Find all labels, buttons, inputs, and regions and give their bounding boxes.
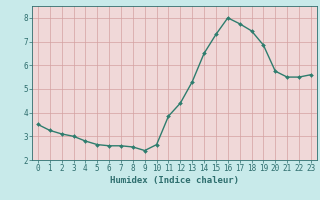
X-axis label: Humidex (Indice chaleur): Humidex (Indice chaleur): [110, 176, 239, 185]
